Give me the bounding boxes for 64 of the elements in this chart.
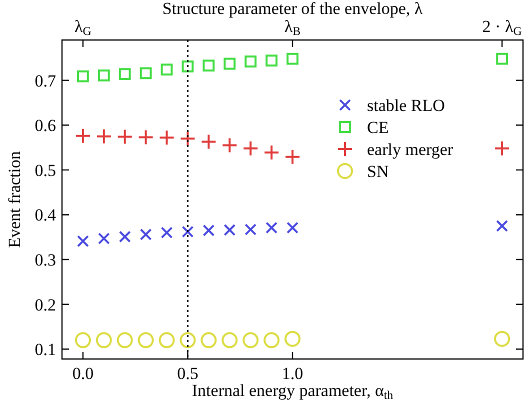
x-tick-label: 0.5 (177, 364, 198, 383)
point (200, 332, 217, 348)
legend-label: stable RLO (367, 96, 445, 115)
point (118, 230, 131, 243)
point (224, 224, 236, 236)
y-tick-label: 0.1 (34, 340, 56, 360)
point (202, 60, 215, 72)
point (180, 130, 196, 147)
point (96, 128, 112, 144)
point (286, 222, 298, 234)
point (98, 232, 110, 244)
point (202, 224, 215, 236)
point (140, 67, 152, 80)
point (222, 332, 238, 348)
x2-axis-title: Structure parameter of the envelope, λ (162, 0, 424, 18)
point (266, 54, 278, 67)
point (200, 134, 217, 150)
point (140, 228, 152, 240)
point (182, 226, 194, 238)
point (77, 70, 89, 82)
point (284, 148, 300, 165)
point (224, 58, 236, 70)
point (244, 56, 257, 68)
point (494, 140, 510, 156)
point (286, 52, 298, 65)
point (77, 235, 89, 248)
y-tick-label: 0.3 (34, 250, 56, 270)
point (264, 144, 280, 160)
y-tick-label: 0.5 (34, 160, 56, 180)
point (96, 332, 112, 348)
point (180, 332, 196, 348)
legend-label: SN (367, 162, 389, 181)
point (284, 330, 300, 347)
point (138, 332, 154, 348)
point (158, 332, 175, 348)
point (242, 140, 259, 156)
x-tick-label: 0.0 (72, 364, 94, 383)
point (158, 130, 175, 146)
point (116, 128, 133, 145)
point (118, 68, 131, 80)
point (74, 332, 91, 348)
point (266, 222, 278, 234)
x-tick-label: 1.0 (282, 364, 304, 383)
y-tick-label: 0.2 (34, 295, 56, 314)
point (496, 220, 508, 232)
point (222, 137, 238, 154)
point (116, 332, 133, 348)
y-tick-label: 0.7 (34, 71, 56, 90)
point (242, 332, 259, 348)
point (494, 330, 510, 347)
point (98, 69, 110, 82)
legend-label: CE (367, 118, 389, 137)
point (244, 224, 257, 236)
y-axis-title: Event fraction (5, 150, 24, 248)
point (264, 332, 280, 348)
y-tick-label: 0.4 (34, 206, 56, 225)
point (182, 60, 194, 72)
point (496, 52, 508, 65)
point (160, 226, 173, 239)
y-tick-label: 0.6 (34, 116, 56, 136)
legend-label: early merger (367, 140, 454, 159)
point (74, 128, 91, 144)
point (160, 64, 173, 76)
point (138, 129, 154, 146)
